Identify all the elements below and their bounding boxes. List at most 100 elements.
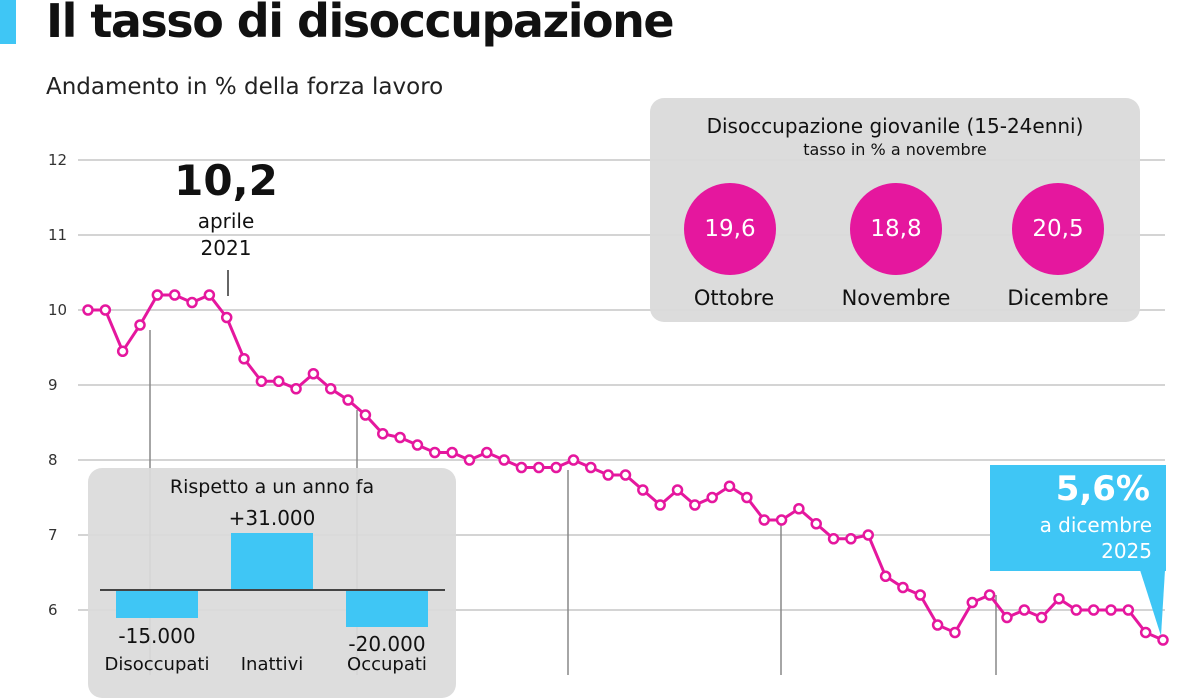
latest-value-callout: 5,6% a dicembre 2025 — [990, 465, 1166, 571]
youth-value-circle: 20,5 — [1012, 183, 1104, 275]
data-point — [862, 529, 874, 541]
yoy-bar — [231, 533, 313, 590]
data-point — [810, 518, 822, 530]
data-point — [220, 311, 233, 324]
youth-unemployment-panel: Disoccupazione giovanile (15-24enni) tas… — [650, 98, 1140, 322]
yoy-title: Rispetto a un anno fa — [169, 476, 375, 498]
youth-month-label: Novembre — [841, 286, 951, 310]
data-point — [1105, 604, 1117, 616]
year-over-year-panel: Rispetto a un anno fa -15.000 +31.000 -2… — [88, 468, 456, 698]
data-point — [463, 454, 476, 466]
yoy-value: +31.000 — [228, 506, 316, 530]
data-point — [394, 431, 406, 444]
peak-value: 10,2 — [174, 156, 278, 205]
data-point — [255, 375, 268, 387]
data-point — [1157, 634, 1169, 646]
data-point — [637, 484, 649, 496]
data-point — [567, 454, 580, 466]
youth-title: Disoccupazione giovanile (15-24enni) — [706, 114, 1084, 138]
data-point — [914, 589, 927, 601]
yoy-axis — [100, 589, 445, 591]
data-point — [324, 383, 337, 395]
data-point — [983, 589, 996, 601]
data-point — [533, 461, 545, 474]
data-point — [758, 514, 770, 526]
data-point — [1001, 611, 1013, 624]
data-point — [897, 581, 909, 594]
data-point — [134, 319, 146, 331]
latest-value: 5,6% — [1055, 469, 1150, 509]
yoy-bar — [346, 590, 428, 627]
accent-bar — [0, 0, 16, 44]
data-point — [116, 345, 129, 357]
youth-subtitle: tasso in % a novembre — [803, 140, 987, 159]
data-point — [1139, 626, 1152, 639]
data-point — [290, 383, 302, 395]
data-point — [515, 461, 528, 474]
data-point — [82, 304, 94, 316]
data-point — [827, 533, 840, 545]
youth-month-label: Dicembre — [1007, 286, 1109, 310]
data-point — [1070, 604, 1083, 616]
yoy-label: Occupati — [347, 654, 427, 675]
data-point — [446, 446, 458, 459]
page-title: Il tasso di disoccupazione — [46, 0, 675, 48]
data-point — [203, 289, 216, 301]
data-point — [1018, 604, 1031, 616]
data-point — [706, 491, 718, 504]
data-point — [671, 484, 684, 496]
data-point — [238, 353, 250, 365]
data-point — [1053, 593, 1065, 605]
data-point — [1035, 611, 1048, 624]
data-point — [151, 289, 164, 301]
data-point — [1122, 604, 1135, 616]
data-point — [359, 409, 372, 421]
y-tick-label: 7 — [48, 526, 58, 544]
data-point — [411, 439, 424, 451]
data-point — [654, 499, 666, 511]
yoy-label: Inattivi — [240, 654, 304, 675]
data-point — [307, 368, 320, 380]
latest-year: 2025 — [1101, 539, 1152, 563]
page-subtitle: Andamento in % della forza lavoro — [46, 74, 444, 100]
data-point — [342, 394, 354, 406]
data-point — [429, 446, 441, 459]
data-point — [498, 454, 510, 466]
data-point — [377, 428, 389, 440]
y-tick-label: 8 — [48, 451, 58, 469]
data-point — [602, 469, 614, 481]
yoy-value: -15.000 — [118, 624, 196, 648]
data-point — [481, 446, 493, 459]
data-point — [1087, 604, 1100, 616]
data-point — [186, 296, 198, 309]
peak-month: aprile — [197, 209, 255, 233]
latest-month: a dicembre — [1039, 513, 1152, 537]
y-tick-label: 11 — [48, 226, 67, 244]
data-point — [99, 304, 112, 316]
data-point — [550, 461, 562, 474]
data-point — [879, 570, 892, 582]
youth-value-circle: 18,8 — [850, 183, 942, 275]
y-tick-label: 12 — [48, 151, 67, 169]
data-point — [775, 514, 788, 526]
y-tick-label: 10 — [48, 301, 67, 319]
data-point — [168, 289, 181, 301]
youth-value-circle: 19,6 — [684, 183, 776, 275]
data-point — [689, 499, 701, 511]
data-point — [585, 461, 597, 474]
data-point — [272, 375, 285, 387]
data-point — [931, 619, 944, 631]
data-point — [949, 626, 961, 639]
data-point — [966, 596, 979, 609]
y-tick-label: 9 — [48, 376, 58, 394]
data-point — [793, 503, 805, 515]
data-point — [619, 469, 632, 481]
yoy-label: Disoccupati — [104, 654, 210, 675]
yoy-value: -20.000 — [348, 632, 426, 656]
youth-month-label: Ottobre — [693, 286, 775, 310]
yoy-bar — [116, 590, 198, 618]
data-point — [741, 491, 753, 504]
data-point — [845, 533, 857, 545]
data-point — [723, 480, 736, 492]
y-tick-label: 6 — [48, 601, 58, 619]
